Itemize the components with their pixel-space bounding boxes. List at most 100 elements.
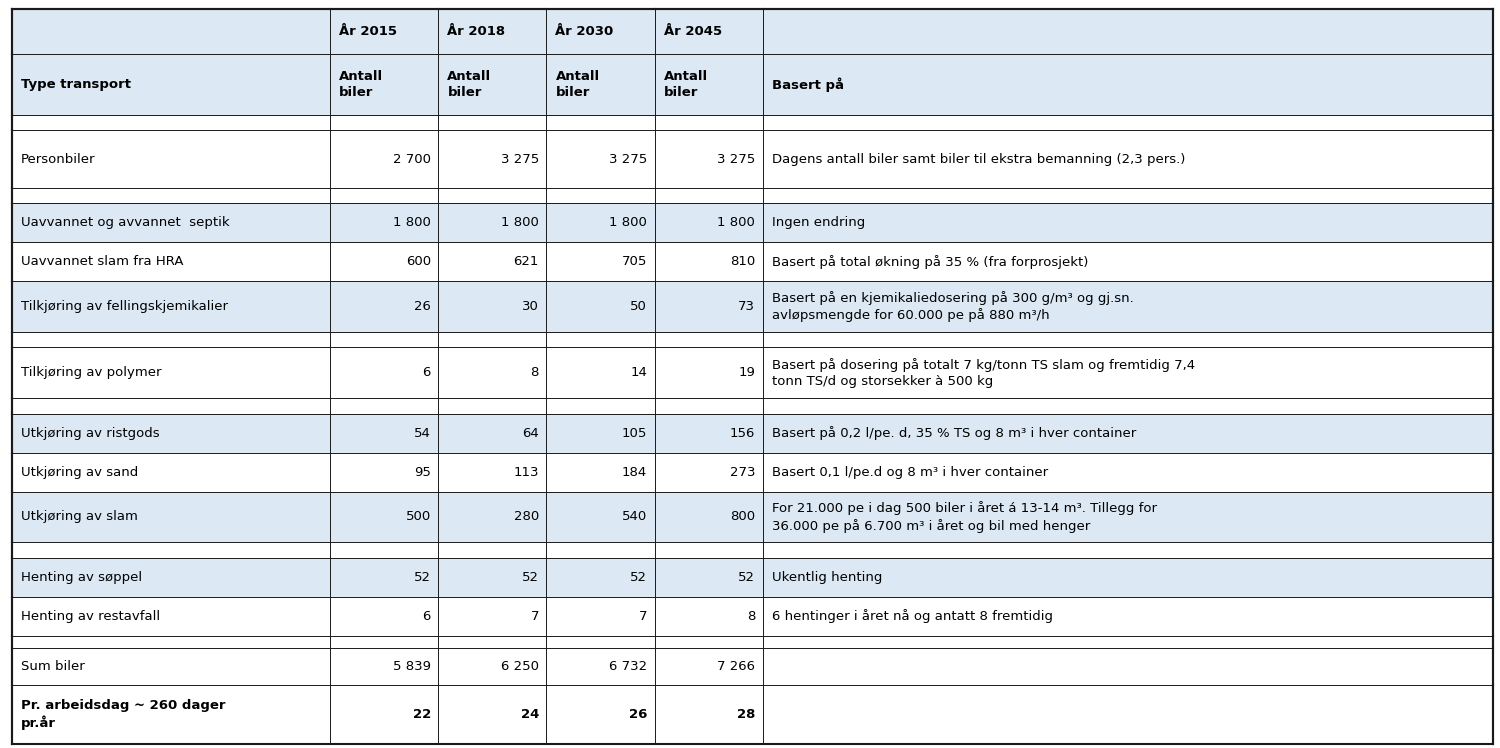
Bar xyxy=(546,281,654,332)
Text: Personbiler: Personbiler xyxy=(21,153,96,165)
Bar xyxy=(762,542,1492,558)
Bar xyxy=(438,54,546,115)
Text: 73: 73 xyxy=(738,300,754,313)
Bar xyxy=(546,332,654,347)
Bar xyxy=(12,453,330,491)
Text: Utkjøring av sand: Utkjøring av sand xyxy=(21,465,138,479)
Bar xyxy=(438,398,546,414)
Bar xyxy=(654,542,762,558)
Text: 600: 600 xyxy=(406,255,430,269)
Text: Uavvannet og avvannet  septik: Uavvannet og avvannet septik xyxy=(21,216,229,229)
Text: Basert 0,1 l/pe.d og 8 m³ i hver container: Basert 0,1 l/pe.d og 8 m³ i hver contain… xyxy=(771,465,1047,479)
Bar xyxy=(654,347,762,398)
Bar xyxy=(546,398,654,414)
Text: Antall
biler: Antall biler xyxy=(447,70,492,99)
Bar xyxy=(654,648,762,685)
Text: 6 250: 6 250 xyxy=(501,660,538,672)
Text: År 2030: År 2030 xyxy=(555,25,614,38)
Text: 52: 52 xyxy=(630,571,646,583)
Text: År 2015: År 2015 xyxy=(339,25,398,38)
Bar xyxy=(330,414,438,453)
Text: 52: 52 xyxy=(738,571,754,583)
Text: 3 275: 3 275 xyxy=(501,153,538,165)
Text: Ingen endring: Ingen endring xyxy=(771,216,865,229)
Bar xyxy=(12,242,330,281)
Bar xyxy=(330,648,438,685)
Bar xyxy=(330,9,438,54)
Text: 26: 26 xyxy=(628,708,646,721)
Bar xyxy=(330,281,438,332)
Bar xyxy=(762,242,1492,281)
Bar xyxy=(546,636,654,648)
Bar xyxy=(654,9,762,54)
Bar xyxy=(330,558,438,597)
Text: 500: 500 xyxy=(405,510,430,524)
Bar xyxy=(330,491,438,542)
Bar xyxy=(654,414,762,453)
Text: Henting av søppel: Henting av søppel xyxy=(21,571,142,583)
Text: 1 800: 1 800 xyxy=(609,216,646,229)
Text: 2 700: 2 700 xyxy=(393,153,430,165)
Text: Tilkjøring av polymer: Tilkjøring av polymer xyxy=(21,367,162,379)
Bar xyxy=(12,648,330,685)
Text: 1 800: 1 800 xyxy=(501,216,538,229)
Bar xyxy=(762,281,1492,332)
Text: Antall
biler: Antall biler xyxy=(339,70,384,99)
Text: 6 732: 6 732 xyxy=(609,660,646,672)
Bar xyxy=(12,130,330,188)
Bar xyxy=(12,115,330,130)
Bar xyxy=(546,347,654,398)
Bar xyxy=(330,203,438,242)
Text: 95: 95 xyxy=(414,465,430,479)
Bar xyxy=(12,54,330,115)
Bar xyxy=(654,332,762,347)
Bar xyxy=(438,242,546,281)
Bar xyxy=(12,685,330,744)
Text: Tilkjøring av fellingskjemikalier: Tilkjøring av fellingskjemikalier xyxy=(21,300,228,313)
Text: 113: 113 xyxy=(513,465,538,479)
Bar xyxy=(438,414,546,453)
Bar xyxy=(330,453,438,491)
Text: 705: 705 xyxy=(621,255,646,269)
Text: 14: 14 xyxy=(630,367,646,379)
Bar xyxy=(438,542,546,558)
Bar xyxy=(654,491,762,542)
Text: 26: 26 xyxy=(414,300,430,313)
Bar xyxy=(330,597,438,636)
Text: For 21.000 pe i dag 500 biler i året á 13-14 m³. Tillegg for
36.000 pe på 6.700 : For 21.000 pe i dag 500 biler i året á 1… xyxy=(771,501,1156,533)
Text: 810: 810 xyxy=(730,255,754,269)
Bar xyxy=(330,188,438,203)
Text: Sum biler: Sum biler xyxy=(21,660,84,672)
Text: 54: 54 xyxy=(414,426,430,440)
Bar xyxy=(654,398,762,414)
Bar xyxy=(546,685,654,744)
Bar xyxy=(546,491,654,542)
Bar xyxy=(654,54,762,115)
Bar xyxy=(546,542,654,558)
Bar xyxy=(438,203,546,242)
Bar xyxy=(546,648,654,685)
Bar xyxy=(762,558,1492,597)
Text: Henting av restavfall: Henting av restavfall xyxy=(21,610,160,622)
Bar xyxy=(438,491,546,542)
Text: 105: 105 xyxy=(621,426,646,440)
Text: År 2018: År 2018 xyxy=(447,25,506,38)
Bar xyxy=(654,558,762,597)
Bar xyxy=(762,414,1492,453)
Text: 6: 6 xyxy=(423,610,430,622)
Text: 7: 7 xyxy=(531,610,538,622)
Text: Ukentlig henting: Ukentlig henting xyxy=(771,571,882,583)
Text: 50: 50 xyxy=(630,300,646,313)
Bar xyxy=(654,636,762,648)
Text: 30: 30 xyxy=(522,300,538,313)
Text: 156: 156 xyxy=(729,426,754,440)
Text: Uavvannet slam fra HRA: Uavvannet slam fra HRA xyxy=(21,255,183,269)
Bar xyxy=(546,203,654,242)
Bar xyxy=(12,414,330,453)
Bar xyxy=(12,281,330,332)
Text: 1 800: 1 800 xyxy=(393,216,430,229)
Bar xyxy=(438,9,546,54)
Text: 800: 800 xyxy=(730,510,754,524)
Bar xyxy=(438,281,546,332)
Text: 621: 621 xyxy=(513,255,538,269)
